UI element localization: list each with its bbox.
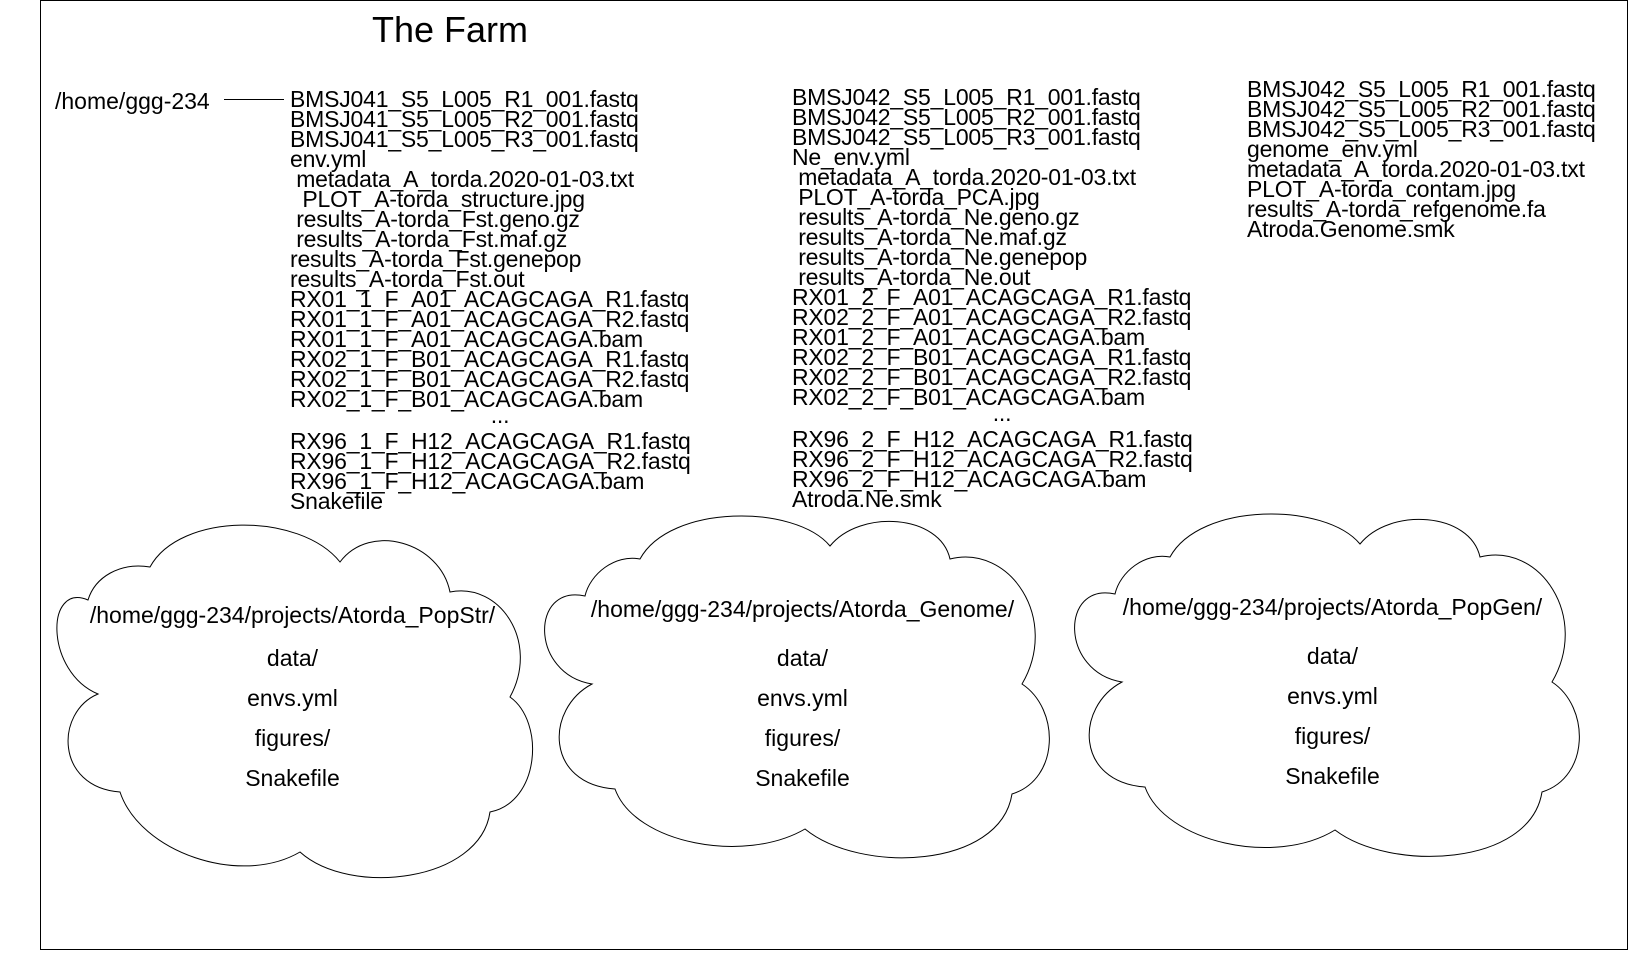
cloud-item: Snakefile [1285,763,1380,789]
file-list-popgen: BMSJ042_S5_L005_R1_001.fastq BMSJ042_S5_L… [1247,76,1596,242]
file-entry: metadata_A_torda.2020-01-03.txt [792,164,1136,190]
file-entry: Atroda.Genome.smk [1247,216,1455,242]
file-entry: results_A-torda_Fst.geno.gz [290,206,580,232]
file-entry: BMSJ041_S5_L005_R3_001.fastq [290,126,639,152]
cloud-shape [56,524,534,878]
file-entry: RX02_2_F_B01_ACAGCAGA.bam [792,384,1145,410]
file-entry: RX02_2_F_B01_ACAGCAGA_R2.fastq [792,364,1192,390]
ellipsis-marker: ... [992,400,1012,426]
cloud-popstr: /home/ggg-234/projects/Atorda_PopStr/ da… [50,522,535,902]
file-entry: PLOT_A-torda_PCA.jpg [792,184,1040,210]
file-entry: RX01_1_F_A01_ACAGCAGA_R2.fastq [290,306,690,332]
cloud-shape [1074,513,1580,857]
file-entry: RX96_1_F_H12_ACAGCAGA_R2.fastq [290,448,691,474]
ellipsis-marker: ... [490,402,510,428]
cloud-popgen: /home/ggg-234/projects/Atorda_PopGen/ da… [1070,512,1595,892]
file-entry: RX01_1_F_A01_ACAGCAGA_R1.fastq [290,286,690,312]
file-entry: RX02_1_F_B01_ACAGCAGA.bam [290,386,643,412]
cloud-item: Snakefile [755,765,850,791]
file-entry: BMSJ042_S5_L005_R2_001.fastq [792,104,1141,130]
file-entry: RX02_2_F_B01_ACAGCAGA_R1.fastq [792,344,1192,370]
file-entry: results_A-torda_Ne.geno.gz [792,204,1080,230]
cloud-item: envs.yml [757,685,848,711]
file-entry: RX96_2_F_H12_ACAGCAGA_R1.fastq [792,426,1193,452]
file-entry: RX02_2_F_A01_ACAGCAGA_R2.fastq [792,304,1192,330]
file-entry: RX96_1_F_H12_ACAGCAGA_R1.fastq [290,428,691,454]
cloud-item: data/ [776,645,829,671]
file-entry: BMSJ042_S5_L005_R3_001.fastq [1247,116,1596,142]
root-directory-label: /home/ggg-234 [55,88,210,114]
file-entry: RX02_1_F_B01_ACAGCAGA_R1.fastq [290,346,690,372]
file-entry: Atroda.Ne.smk [792,486,942,512]
cloud-item: envs.yml [247,685,338,711]
file-entry: results_A-torda_refgenome.fa [1247,196,1546,222]
cloud-item: data/ [266,645,319,671]
file-entry: metadata_A_torda.2020-01-03.txt [290,166,634,192]
cloud-item: Snakefile [245,765,340,791]
diagram-title: The Farm [372,9,529,50]
file-entry: results_A-torda_Fst.out [290,266,525,292]
file-entry: results_A-torda_Ne.maf.gz [792,224,1067,250]
file-entry: results_A-torda_Fst.genepop [290,246,582,272]
cloud-item-list: data/envs.yml figures/Snakefile [540,638,1065,798]
file-entry: RX96_2_F_H12_ACAGCAGA.bam [792,466,1147,492]
cloud-shape [544,515,1050,859]
cloud-project-path: /home/ggg-234/projects/Atorda_PopStr/ [89,602,496,628]
cloud-project-path: /home/ggg-234/projects/Atorda_PopGen/ [1122,594,1543,620]
file-entry: BMSJ042_S5_L005_R1_001.fastq [792,84,1141,110]
file-entry: RX01_2_F_A01_ACAGCAGA.bam [792,324,1145,350]
cloud-item: data/ [1306,643,1359,669]
file-entry: BMSJ041_S5_L005_R2_001.fastq [290,106,639,132]
cloud-item: envs.yml [1287,683,1378,709]
cloud-item: figures/ [764,725,841,751]
file-list-popstr: BMSJ041_S5_L005_R1_001.fastq BMSJ041_S5_L… [290,86,710,514]
cloud-item: figures/ [1294,723,1371,749]
file-entry: BMSJ042_S5_L005_R1_001.fastq [1247,76,1596,102]
cloud-genome: /home/ggg-234/projects/Atorda_Genome/ da… [540,514,1065,894]
cloud-item-list: data/envs.yml figures/Snakefile [50,638,535,798]
file-entry: PLOT_A-torda_structure.jpg [290,186,585,212]
file-entry: env.yml [290,146,367,172]
file-entry: Snakefile [290,488,383,514]
file-entry: genome_env.yml [1247,136,1418,162]
file-list-genome: BMSJ042_S5_L005_R1_001.fastq BMSJ042_S5_L… [792,84,1212,512]
file-entry: metadata_A_torda.2020-01-03.txt [1247,156,1585,182]
file-entry: results_A-torda_Fst.maf.gz [290,226,568,252]
file-entry: BMSJ042_S5_L005_R2_001.fastq [1247,96,1596,122]
file-entry: PLOT_A-torda_contam.jpg [1247,176,1516,202]
file-entry: RX02_1_F_B01_ACAGCAGA_R2.fastq [290,366,690,392]
file-entry: BMSJ042_S5_L005_R3_001.fastq [792,124,1141,150]
file-entry: RX96_1_F_H12_ACAGCAGA.bam [290,468,645,494]
file-entry: BMSJ041_S5_L005_R1_001.fastq [290,86,639,112]
cloud-item-list: data/envs.yml figures/Snakefile [1070,636,1595,796]
cloud-item: figures/ [254,725,331,751]
file-entry: results_A-torda_Ne.out [792,264,1031,290]
file-entry: Ne_env.yml [792,144,910,170]
file-entry: RX96_2_F_H12_ACAGCAGA_R2.fastq [792,446,1193,472]
file-entry: RX01_2_F_A01_ACAGCAGA_R1.fastq [792,284,1192,310]
cloud-project-path: /home/ggg-234/projects/Atorda_Genome/ [590,596,1015,622]
root-connector-line [224,99,284,100]
file-entry: RX01_1_F_A01_ACAGCAGA.bam [290,326,643,352]
file-entry: results_A-torda_Ne.genepop [792,244,1088,270]
diagram-frame [40,0,1628,950]
